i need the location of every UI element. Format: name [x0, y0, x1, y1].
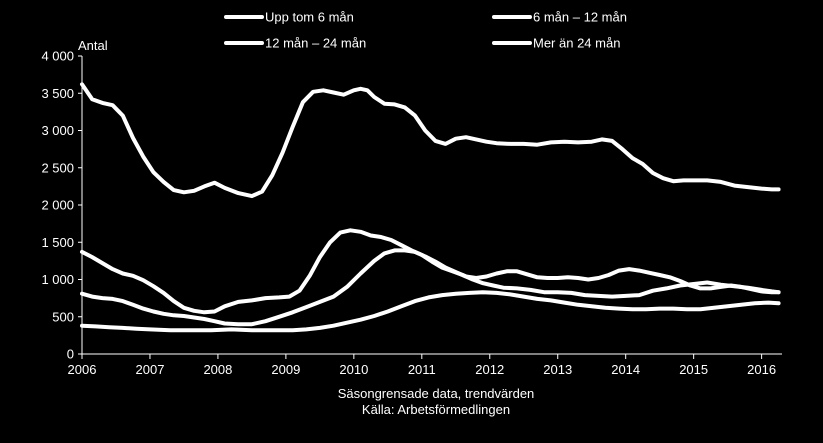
legend-label-1: Upp tom 6 mån	[265, 10, 354, 25]
x-tick-label: 2014	[611, 362, 640, 377]
x-tick-label: 2013	[543, 362, 572, 377]
x-tick-label: 2006	[68, 362, 97, 377]
y-tick-label: 500	[52, 309, 74, 324]
x-axis: 2006 2007 2008 2009 2010 2011 2012 2013 2014 2015…	[68, 353, 782, 377]
series-line-3	[80, 248, 781, 327]
legend-label-2: 6 mån – 12 mån	[533, 10, 627, 25]
legend-label-3: 12 mån – 24 mån	[265, 36, 366, 51]
x-tick-label: 2007	[136, 362, 165, 377]
x-tick-label: 2008	[203, 362, 232, 377]
footnote-line-2: Källa: Arbetsförmedlingen	[362, 402, 510, 417]
y-tick-label: 0	[67, 347, 74, 362]
y-axis: 0 500 1 000 1 500 2 000 2 500 3 000 3 500 4 000	[41, 49, 83, 362]
x-tick-label: 2016	[747, 362, 776, 377]
y-tick-label: 3 000	[41, 123, 74, 138]
x-tick-label: 2010	[339, 362, 368, 377]
y-tick-label: 1 500	[41, 235, 74, 250]
x-tick-label: 2015	[679, 362, 708, 377]
legend-label-4: Mer än 24 mån	[533, 36, 620, 51]
series-group	[80, 82, 781, 333]
series-line-2	[80, 228, 781, 315]
footnote-line-1: Säsongrensade data, trendvärden	[338, 386, 535, 401]
y-tick-label: 2 000	[41, 198, 74, 213]
x-tick-label: 2011	[408, 362, 436, 377]
legend: Upp tom 6 mån 6 mån – 12 mån 12 mån – 24 m…	[224, 10, 627, 51]
y-tick-label: 3 500	[41, 86, 74, 101]
series-line-4	[80, 290, 781, 333]
x-tick-label: 2012	[475, 362, 504, 377]
x-tick-label: 2009	[271, 362, 300, 377]
y-tick-label: 2 500	[41, 160, 74, 175]
y-tick-label: 1 000	[41, 272, 74, 287]
series-line-1	[80, 82, 781, 199]
y-tick-label: 4 000	[41, 49, 74, 64]
y-axis-label: Antal	[78, 38, 108, 53]
